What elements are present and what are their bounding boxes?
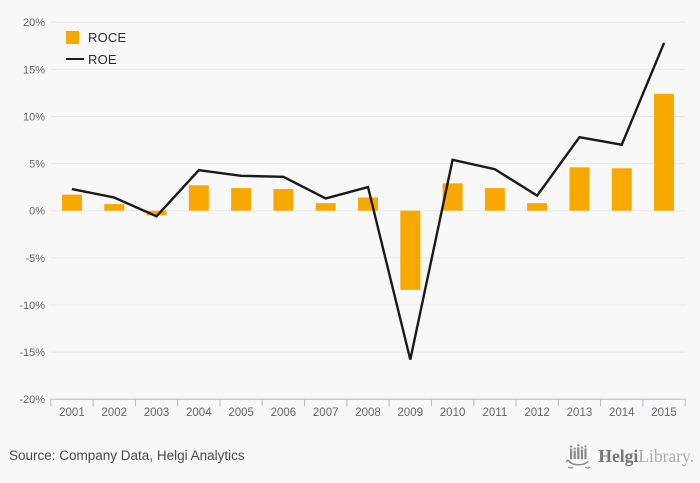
x-axis-label: 2005 [228,407,254,419]
x-axis-label: 2004 [186,407,212,419]
y-axis-label: -5% [25,253,45,265]
logo-text-library: Library. [638,445,694,466]
roe-swatch-icon [66,57,84,61]
x-axis-label: 2011 [483,407,508,419]
x-axis-label: 2007 [313,407,339,419]
bar-2005 [231,188,252,211]
bar-2014 [611,168,632,211]
y-axis-label: 20% [23,17,45,29]
bar-2012 [527,203,548,211]
x-axis-label: 2006 [271,407,297,419]
logo-text-helgi: Helgi [598,445,639,466]
legend-item-roe: ROE [66,48,126,70]
bar-2013 [569,167,590,211]
roce-swatch-icon [66,30,79,44]
bar-2007 [315,203,336,211]
x-axis-label: 2013 [567,407,593,419]
roe-line [71,42,666,360]
bar-2002 [104,204,125,211]
ship-icon [566,444,591,469]
y-axis-label: 5% [29,159,45,171]
logo-text: HelgiLibrary. [598,446,694,467]
source-text: Source: Company Data, Helgi Analytics [9,448,245,463]
y-axis-label: -10% [19,300,45,312]
bar-2010 [442,183,463,211]
y-axis-label: -15% [19,347,45,359]
bar-2003 [146,210,167,216]
y-axis-label: 15% [23,64,45,76]
y-axis-label: 10% [23,111,45,123]
y-axis-label: 0% [29,206,45,218]
x-axis-label: 2001 [59,407,85,419]
bar-2009 [400,210,421,290]
helgi-library-logo: HelgiLibrary. [565,442,694,470]
y-axis-label: -20% [19,394,45,406]
x-axis-label: 2008 [355,407,381,419]
x-axis-label: 2009 [397,407,423,419]
x-axis-label: 2014 [609,407,635,419]
bar-2008 [358,197,378,211]
x-axis-label: 2010 [440,407,466,419]
legend-label-roce: ROCE [88,29,127,45]
legend-item-roce: ROCE [66,26,126,48]
x-axis-label: 2003 [144,407,170,419]
bar-2006 [273,189,294,211]
legend-label-roe: ROE [88,51,117,67]
bar-2015 [654,93,675,211]
bar-2004 [188,185,209,211]
x-axis-label: 2002 [101,407,127,419]
bar-2001 [61,194,82,211]
x-axis-label: 2015 [651,407,677,419]
bar-2011 [484,188,505,211]
x-axis-label: 2012 [524,407,550,419]
legend: ROCE ROE [66,26,126,70]
